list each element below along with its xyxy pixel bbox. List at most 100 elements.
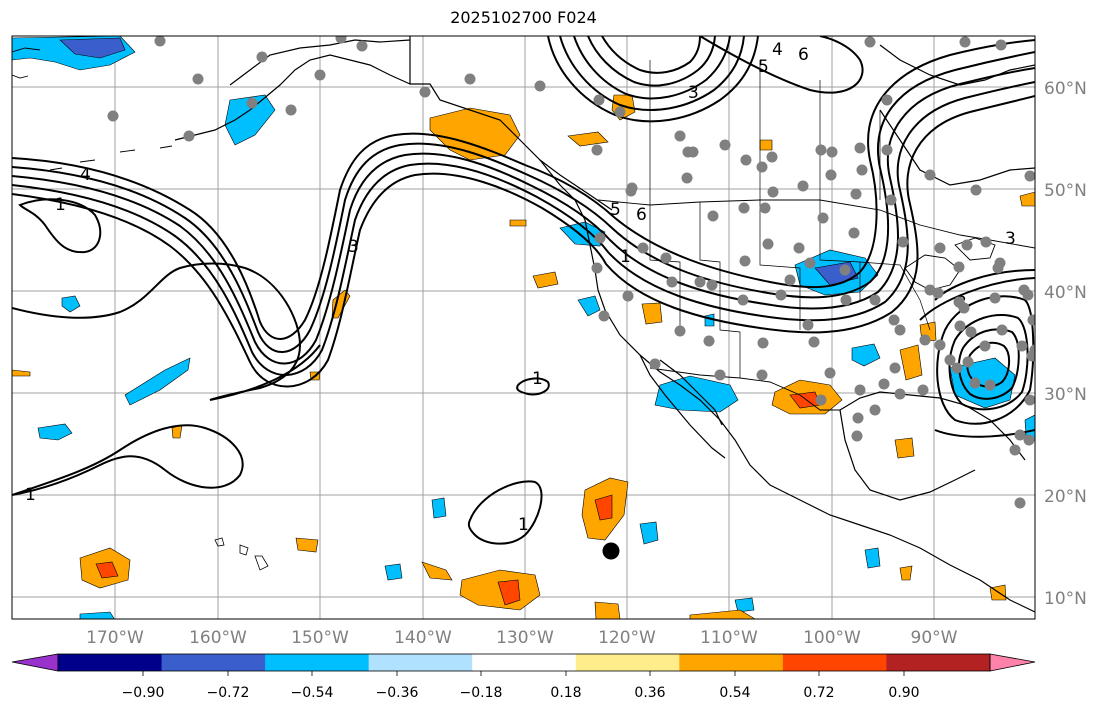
lon-label: 150°W: [291, 628, 349, 648]
station-dot: [894, 388, 906, 400]
station-dot: [979, 340, 991, 352]
station-dot: [1023, 434, 1035, 446]
station-dot: [246, 97, 258, 109]
station-dot: [762, 238, 774, 250]
station-dot: [739, 255, 751, 267]
station-dot: [839, 264, 851, 276]
station-dot: [1014, 429, 1026, 441]
lon-label: 120°W: [598, 628, 656, 648]
station-dot: [1024, 170, 1035, 182]
station-dot: [885, 194, 897, 206]
station-dot: [666, 276, 678, 288]
station-dot: [674, 325, 686, 337]
station-dot: [969, 377, 981, 389]
colorbar-segment: [782, 654, 887, 671]
colorbar-tick-label: −0.18: [460, 685, 503, 701]
contour-label: 1: [25, 485, 36, 505]
station-dot: [622, 290, 634, 302]
lat-label: 20°N: [1044, 487, 1087, 507]
lat-label: 10°N: [1044, 589, 1087, 609]
station-dot: [598, 310, 610, 322]
colorbar-segment: [679, 654, 784, 671]
station-dot: [864, 36, 876, 48]
station-dot: [1009, 444, 1021, 456]
station-dot: [869, 294, 881, 306]
station-dot: [1027, 314, 1035, 326]
contour-label: 3: [348, 237, 359, 257]
lat-label: 30°N: [1044, 385, 1087, 405]
colorbar-segment: [368, 654, 473, 671]
lat-label: 60°N: [1044, 79, 1087, 99]
station-dot: [919, 334, 931, 346]
contour-label: 5: [758, 57, 769, 77]
station-dot: [793, 242, 805, 254]
station-dot: [984, 379, 996, 391]
station-dot: [107, 110, 119, 122]
map-title: 2025102700 F024: [450, 8, 597, 27]
station-dot: [959, 36, 971, 48]
colorbar-tick-label: −0.54: [291, 685, 334, 701]
station-dot: [285, 104, 297, 116]
longitude-axis: 170°W 160°W 150°W 140°W 130°W 120°W 110°…: [86, 628, 958, 648]
station-dot: [192, 73, 204, 85]
station-dot: [674, 130, 686, 142]
contour-label: 1: [518, 515, 529, 535]
station-dot: [154, 36, 166, 47]
station-dot: [894, 324, 906, 336]
station-dot: [994, 257, 1006, 269]
map-frame: [11, 35, 1036, 620]
contour-label: 4: [772, 40, 783, 60]
station-dot: [335, 36, 347, 44]
station-dot: [797, 180, 809, 192]
colorbar-tick-label: −0.90: [122, 685, 165, 701]
contour-label: 3: [1005, 229, 1016, 249]
colorbar-segment: [472, 654, 577, 671]
station-dot: [356, 40, 368, 52]
location-marker: [602, 542, 620, 560]
station-dot: [817, 212, 829, 224]
colorbar-tick-label: −0.72: [207, 685, 250, 701]
station-dot: [962, 356, 974, 368]
station-dot: [917, 384, 929, 396]
station-dot: [714, 369, 726, 381]
contour-label: 5: [610, 200, 621, 220]
latitude-axis: 60°N 50°N 40°N 30°N 20°N 10°N: [1044, 79, 1087, 609]
station-dot: [848, 227, 860, 239]
colorbar-segment: [886, 654, 991, 671]
station-dot: [614, 106, 626, 118]
contour-labels: 1 1 1 1 1 3 3 3 3 4 4 5 5 6 6: [25, 40, 1016, 535]
station-dot: [756, 161, 768, 173]
station-dot: [965, 326, 977, 338]
station-dot: [419, 86, 431, 98]
station-dot: [1024, 394, 1035, 406]
station-dot: [637, 242, 649, 254]
station-dot: [591, 144, 603, 156]
contour-label: 3: [688, 83, 699, 103]
station-dot: [961, 239, 973, 251]
station-dot: [766, 151, 778, 163]
station-dot: [934, 242, 946, 254]
station-dot: [897, 236, 909, 248]
colorbar-segment: [265, 654, 370, 671]
lon-label: 170°W: [86, 628, 144, 648]
station-dot: [694, 276, 706, 288]
station-dot: [1022, 289, 1034, 301]
station-dot: [740, 154, 752, 166]
station-dot: [980, 236, 992, 248]
station-dot: [995, 39, 1007, 51]
station-dot: [850, 188, 862, 200]
station-dot: [625, 185, 637, 197]
colorbar-extend-min: [11, 653, 59, 672]
station-dot: [881, 144, 893, 156]
station-dot: [932, 287, 944, 299]
station-dot: [996, 324, 1008, 336]
station-dot: [804, 257, 816, 269]
station-dot: [869, 404, 881, 416]
contour-label: 1: [620, 247, 631, 267]
colorbar-ticks: −0.90 −0.72 −0.54 −0.36 −0.18 0.18 0.36 …: [122, 685, 920, 701]
station-dot: [824, 367, 836, 379]
station-dot: [934, 339, 946, 351]
lon-label: 160°W: [189, 628, 247, 648]
colorbar-segment: [161, 654, 266, 671]
station-dot: [878, 378, 890, 390]
